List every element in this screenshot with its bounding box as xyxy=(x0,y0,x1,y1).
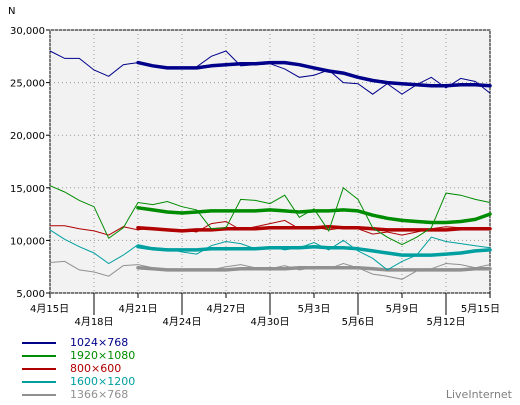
x-tick-labels: 4月15日 4月18日 4月21日 4月24日 4月27日 4月30日 5月3日 5月6日 5月… xyxy=(30,293,500,328)
series-daily-line xyxy=(50,219,490,236)
legend-item: 1920×1080 xyxy=(22,349,222,362)
x-tick-label: 4月27日 xyxy=(206,303,245,315)
x-tick-label: 5月9日 xyxy=(386,303,419,315)
series-lines xyxy=(49,50,492,280)
y-axis-label: N xyxy=(8,6,15,17)
legend-item: 1024×768 xyxy=(22,336,222,349)
legend-swatch xyxy=(22,394,56,396)
legend-label: 1024×768 xyxy=(70,336,129,349)
y-tick-label: 25,000 xyxy=(10,79,45,90)
y-tick-label: 5,000 xyxy=(16,289,45,300)
brand-label: LiveInternet xyxy=(445,388,512,401)
y-tick-label: 20,000 xyxy=(10,131,45,142)
x-tick-label: 4月15日 xyxy=(30,303,69,315)
legend-item: 1600×1200 xyxy=(22,375,222,388)
y-tick-labels: 5,000 10,000 15,000 20,000 25,000 30,000 xyxy=(10,26,50,300)
series-average-line xyxy=(136,244,492,257)
series-average-line xyxy=(136,266,492,272)
legend-swatch xyxy=(22,368,56,370)
x-tick-label: 4月24日 xyxy=(162,316,201,328)
legend-label: 800×600 xyxy=(70,362,122,375)
series-average-line xyxy=(136,206,492,225)
x-tick-label: 5月3日 xyxy=(298,303,331,315)
x-tick-label: 5月12日 xyxy=(426,316,465,328)
legend-label: 1920×1080 xyxy=(70,349,136,362)
series-average-line xyxy=(136,224,492,233)
x-tick-label: 5月6日 xyxy=(342,316,375,328)
y-tick-label: 15,000 xyxy=(10,184,45,195)
legend-label: 1600×1200 xyxy=(70,375,136,388)
y-tick-label: 10,000 xyxy=(10,236,45,247)
legend-item: 1366×768 xyxy=(22,388,222,401)
legend: 1024×768 1920×1080 800×600 1600×1200 1366×76… xyxy=(22,336,222,401)
legend-swatch xyxy=(22,355,56,357)
x-tick-label: 4月30日 xyxy=(250,316,289,328)
legend-item: 800×600 xyxy=(22,362,222,375)
y-tick-label: 30,000 xyxy=(10,26,45,37)
x-tick-label: 4月21日 xyxy=(118,303,157,315)
series-daily-line xyxy=(49,185,491,246)
x-tick-label: 5月15日 xyxy=(461,303,500,315)
series-average-line xyxy=(136,60,492,88)
legend-label: 1366×768 xyxy=(70,388,129,401)
legend-swatch xyxy=(22,342,56,344)
x-tick-label: 4月18日 xyxy=(74,316,113,328)
legend-swatch xyxy=(22,381,56,383)
